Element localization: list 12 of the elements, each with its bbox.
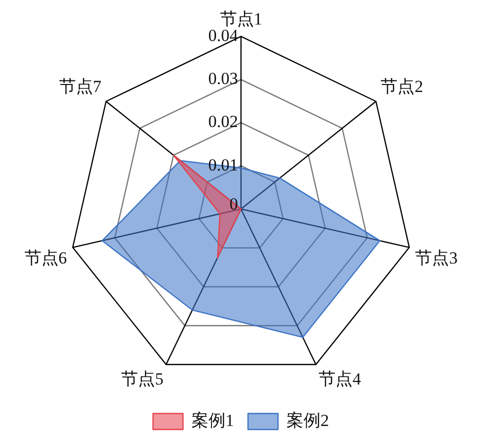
y-tick-label: 0.02 (208, 112, 238, 132)
y-tick-label: 0.01 (208, 155, 238, 174)
spoke-label: 节点4 (318, 370, 362, 389)
spoke-label: 节点5 (121, 370, 164, 389)
spoke-label: 节点7 (58, 76, 102, 96)
spoke-label: 节点2 (380, 76, 424, 96)
legend-label: 案例1 (192, 410, 234, 430)
y-tick-label: 0 (230, 194, 238, 214)
spoke-label: 节点3 (415, 248, 458, 268)
y-tick-label: 0.03 (208, 69, 238, 88)
spoke-label: 节点6 (24, 248, 67, 268)
legend-label: 案例2 (286, 410, 329, 430)
